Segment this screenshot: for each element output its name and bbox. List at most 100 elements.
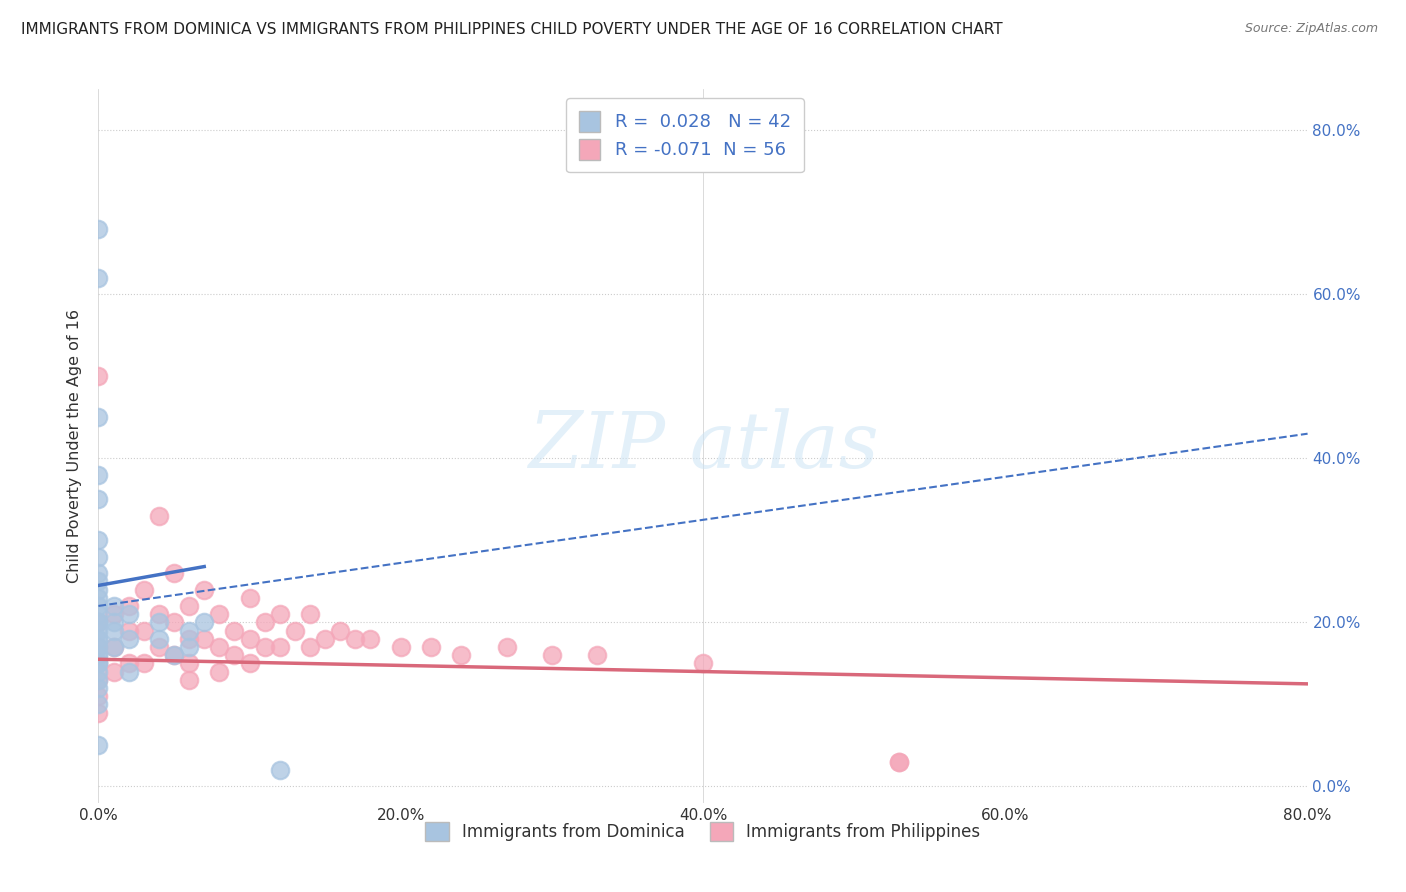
Point: [450, 648, 472, 662]
Point: [889, 755, 911, 769]
Point: [148, 632, 170, 646]
Point: [269, 640, 291, 654]
Point: [87, 615, 110, 630]
Point: [87, 689, 110, 703]
Point: [87, 533, 110, 548]
Point: [299, 640, 322, 654]
Point: [103, 607, 125, 622]
Point: [103, 640, 125, 654]
Point: [692, 657, 714, 671]
Point: [179, 599, 201, 613]
Point: [87, 615, 110, 630]
Point: [148, 640, 170, 654]
Point: [87, 673, 110, 687]
Point: [87, 657, 110, 671]
Point: [253, 615, 276, 630]
Point: [344, 632, 367, 646]
Text: Source: ZipAtlas.com: Source: ZipAtlas.com: [1244, 22, 1378, 36]
Point: [87, 591, 110, 605]
Point: [148, 615, 170, 630]
Point: [208, 640, 231, 654]
Point: [889, 755, 911, 769]
Point: [103, 640, 125, 654]
Point: [87, 574, 110, 589]
Point: [87, 632, 110, 646]
Point: [163, 615, 186, 630]
Point: [179, 673, 201, 687]
Point: [87, 657, 110, 671]
Point: [87, 665, 110, 679]
Point: [103, 665, 125, 679]
Point: [103, 624, 125, 638]
Point: [87, 369, 110, 384]
Point: [239, 657, 262, 671]
Point: [224, 648, 246, 662]
Point: [87, 467, 110, 482]
Point: [179, 632, 201, 646]
Point: [253, 640, 276, 654]
Point: [87, 673, 110, 687]
Point: [179, 624, 201, 638]
Point: [193, 582, 215, 597]
Point: [239, 591, 262, 605]
Point: [179, 657, 201, 671]
Point: [269, 763, 291, 777]
Point: [87, 640, 110, 654]
Point: [87, 221, 110, 235]
Point: [329, 624, 352, 638]
Text: ZIP atlas: ZIP atlas: [527, 408, 879, 484]
Point: [163, 648, 186, 662]
Point: [87, 706, 110, 720]
Point: [87, 698, 110, 712]
Point: [87, 566, 110, 581]
Point: [540, 648, 562, 662]
Point: [118, 657, 141, 671]
Point: [87, 681, 110, 695]
Point: [224, 624, 246, 638]
Point: [148, 508, 170, 523]
Point: [103, 615, 125, 630]
Point: [208, 607, 231, 622]
Text: IMMIGRANTS FROM DOMINICA VS IMMIGRANTS FROM PHILIPPINES CHILD POVERTY UNDER THE : IMMIGRANTS FROM DOMINICA VS IMMIGRANTS F…: [21, 22, 1002, 37]
Point: [118, 632, 141, 646]
Point: [420, 640, 443, 654]
Point: [118, 607, 141, 622]
Point: [148, 607, 170, 622]
Point: [132, 657, 155, 671]
Point: [269, 607, 291, 622]
Point: [103, 599, 125, 613]
Point: [495, 640, 517, 654]
Point: [179, 640, 201, 654]
Point: [87, 549, 110, 564]
Point: [87, 739, 110, 753]
Point: [87, 632, 110, 646]
Point: [284, 624, 307, 638]
Point: [87, 615, 110, 630]
Point: [87, 648, 110, 662]
Point: [87, 492, 110, 507]
Point: [118, 665, 141, 679]
Point: [299, 607, 322, 622]
Point: [314, 632, 336, 646]
Point: [360, 632, 382, 646]
Point: [87, 410, 110, 425]
Point: [118, 599, 141, 613]
Point: [87, 648, 110, 662]
Point: [118, 624, 141, 638]
Point: [87, 624, 110, 638]
Point: [389, 640, 412, 654]
Point: [132, 582, 155, 597]
Point: [87, 599, 110, 613]
Point: [87, 582, 110, 597]
Point: [586, 648, 609, 662]
Point: [193, 632, 215, 646]
Point: [132, 624, 155, 638]
Legend: Immigrants from Dominica, Immigrants from Philippines: Immigrants from Dominica, Immigrants fro…: [419, 815, 987, 848]
Point: [239, 632, 262, 646]
Point: [87, 657, 110, 671]
Point: [87, 270, 110, 285]
Y-axis label: Child Poverty Under the Age of 16: Child Poverty Under the Age of 16: [67, 309, 83, 583]
Point: [163, 566, 186, 581]
Point: [87, 640, 110, 654]
Point: [163, 648, 186, 662]
